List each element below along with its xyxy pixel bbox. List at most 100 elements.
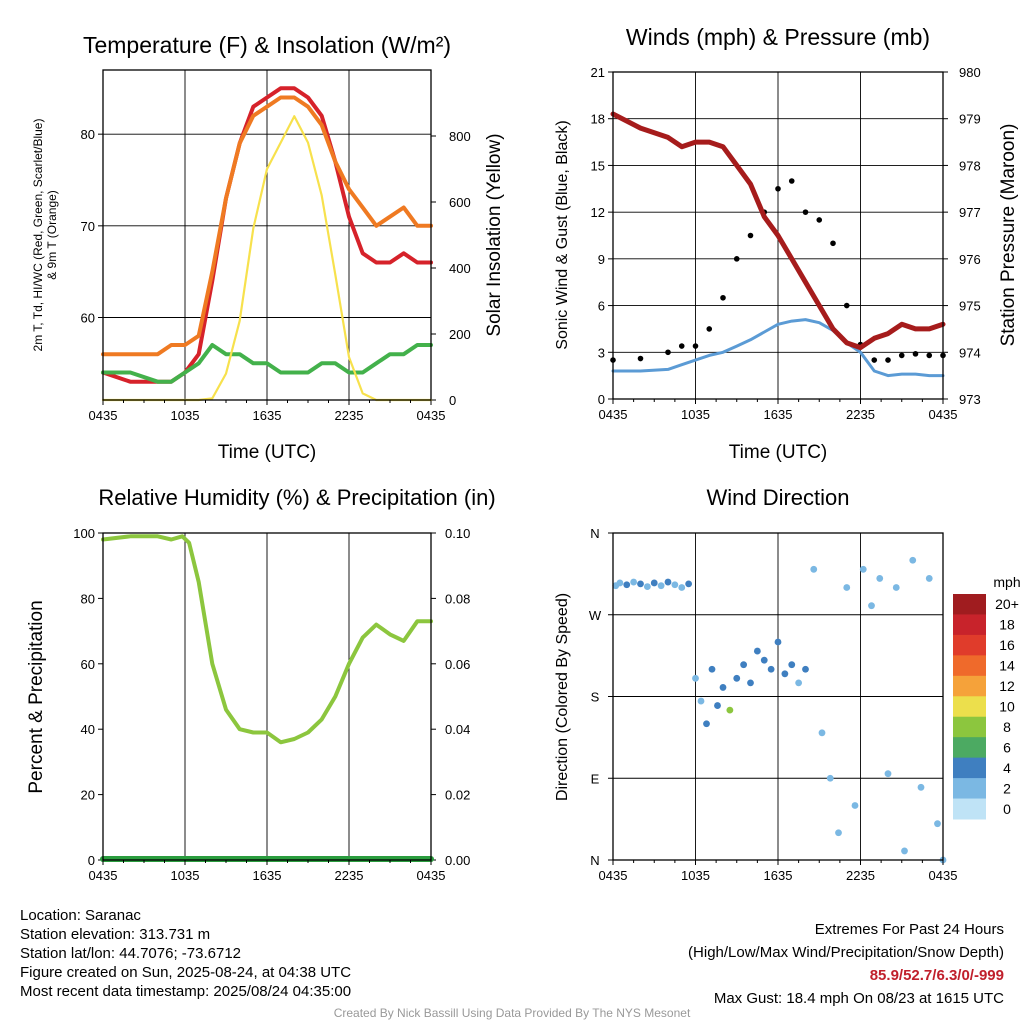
gust-point xyxy=(788,178,795,184)
direction-point xyxy=(671,581,679,589)
x-axis-label: Time (UTC) xyxy=(729,442,828,463)
y-tick-label-left: 12 xyxy=(591,205,605,220)
y-tick-label-left: N xyxy=(590,853,599,868)
extremes-values: 85.9/52.7/6.3/0/-999 xyxy=(869,967,1004,984)
direction-point xyxy=(643,583,651,590)
y-tick-label-right: 977 xyxy=(959,205,981,220)
colorbar-swatch xyxy=(953,655,986,677)
x-tick-label: 0435 xyxy=(929,868,958,883)
wind-speed-line xyxy=(611,318,945,378)
direction-point xyxy=(630,578,638,586)
x-tick-label: 1635 xyxy=(253,868,282,883)
x-tick-label: 1035 xyxy=(681,407,710,422)
y-tick-label-left: 3 xyxy=(598,345,605,360)
gust-point xyxy=(926,352,933,359)
colorbar-label: 4 xyxy=(1003,760,1011,776)
x-tick-label: 2235 xyxy=(335,408,364,423)
y-tick-label-left: 0 xyxy=(88,853,95,868)
figure-created: Figure created on Sun, 2025-08-24, at 04… xyxy=(20,964,352,981)
y-tick-label-right: 0.06 xyxy=(445,657,470,672)
y-tick-label-left: 60 xyxy=(81,657,95,672)
y-axis-label-left: 2m T, Td, HI/WC (Red, Green, Scarlet/Blu… xyxy=(31,119,45,352)
direction-point xyxy=(868,602,875,610)
colorbar-swatch xyxy=(953,716,986,738)
station-location: Location: Saranac xyxy=(20,907,141,924)
y-tick-label-right: 0 xyxy=(449,393,456,408)
x-tick-label: 1035 xyxy=(681,868,710,883)
direction-point xyxy=(726,706,734,714)
y-tick-label-right: 979 xyxy=(959,112,981,127)
direction-point xyxy=(835,829,842,837)
y-tick-label-left: S xyxy=(591,690,600,705)
gust-point xyxy=(665,349,671,356)
direction-point xyxy=(925,575,933,582)
y-tick-label-left: 0 xyxy=(598,392,605,407)
y-tick-label-left: 21 xyxy=(591,65,605,80)
direction-point xyxy=(692,674,699,682)
y-tick-label-left: 18 xyxy=(591,112,605,127)
x-tick-label: 0435 xyxy=(89,408,118,423)
colorbar-label: 12 xyxy=(999,678,1015,694)
y-tick-label-right: 200 xyxy=(449,327,471,342)
y-tick-label-left: 80 xyxy=(81,591,95,606)
direction-point xyxy=(788,661,796,669)
direction-point xyxy=(685,580,693,588)
direction-point xyxy=(795,679,803,687)
direction-point xyxy=(781,670,789,678)
y-tick-label-right: 974 xyxy=(959,345,981,360)
x-tick-label: 0435 xyxy=(89,868,118,883)
x-tick-label: 1035 xyxy=(171,408,200,423)
direction-point xyxy=(678,584,686,591)
station-latlon: Station lat/lon: 44.7076; -73.6712 xyxy=(20,945,242,962)
x-tick-label: 0435 xyxy=(599,407,628,422)
gust-point xyxy=(843,302,850,309)
direction-point xyxy=(760,656,768,664)
colorbar-title: mph xyxy=(993,574,1020,590)
colorbar-label: 16 xyxy=(999,637,1015,653)
recent-timestamp: Most recent data timestamp: 2025/08/24 0… xyxy=(20,983,352,1000)
gust-point xyxy=(802,209,809,215)
y-tick-label-left: 9 xyxy=(598,252,605,267)
gust-point xyxy=(898,352,905,359)
humidity-precip-panel: 0 20 40 60 80 100 0.00 0.02 0.04 0.06 0.08 0.10 0435… xyxy=(26,485,496,883)
direction-point xyxy=(826,774,834,782)
gust-point xyxy=(885,357,891,363)
y-axis-label-right: Station Pressure (Maroon) xyxy=(998,124,1019,347)
y-tick-label-left: 15 xyxy=(591,158,605,173)
y-tick-label-left: N xyxy=(590,526,599,541)
colorbar-swatch xyxy=(953,737,986,759)
y-tick-label-left: 20 xyxy=(81,788,95,803)
colorbar-swatch xyxy=(953,675,986,697)
gust-point xyxy=(720,294,726,301)
y-tick-label-right: 0.08 xyxy=(445,591,470,606)
colorbar-label: 8 xyxy=(1003,719,1011,735)
gust-point xyxy=(912,351,919,357)
direction-point xyxy=(917,783,925,791)
x-tick-label: 1635 xyxy=(764,868,793,883)
direction-point xyxy=(719,684,727,691)
extremes-subtitle: (High/Low/Max Wind/Precipitation/Snow De… xyxy=(688,944,1004,961)
direction-point xyxy=(859,565,867,573)
x-axis-label: Time (UTC) xyxy=(218,442,317,463)
direction-point xyxy=(810,565,818,573)
x-tick-label: 1635 xyxy=(253,408,282,423)
direction-point xyxy=(657,582,665,590)
station-info: Location: Saranac Station elevation: 313… xyxy=(20,906,351,1001)
panel-title: Relative Humidity (%) & Precipitation (i… xyxy=(98,485,495,510)
station-elevation: Station elevation: 313.731 m xyxy=(20,926,211,943)
y-tick-label-left: 70 xyxy=(81,219,95,234)
x-tick-label: 2235 xyxy=(846,407,875,422)
direction-point xyxy=(802,665,809,673)
y-tick-label-right: 600 xyxy=(449,195,471,210)
y-tick-label-left: 6 xyxy=(598,299,605,314)
gust-point xyxy=(747,232,754,239)
colorbar-swatch xyxy=(953,594,986,615)
gust-point xyxy=(830,240,836,247)
colorbar-swatch xyxy=(953,634,986,656)
y-tick-label-right: 0.10 xyxy=(445,526,470,541)
y-axis-label-right: Solar Insolation (Yellow) xyxy=(484,133,505,336)
colorbar-label: 0 xyxy=(1003,801,1011,817)
direction-point xyxy=(703,720,710,728)
